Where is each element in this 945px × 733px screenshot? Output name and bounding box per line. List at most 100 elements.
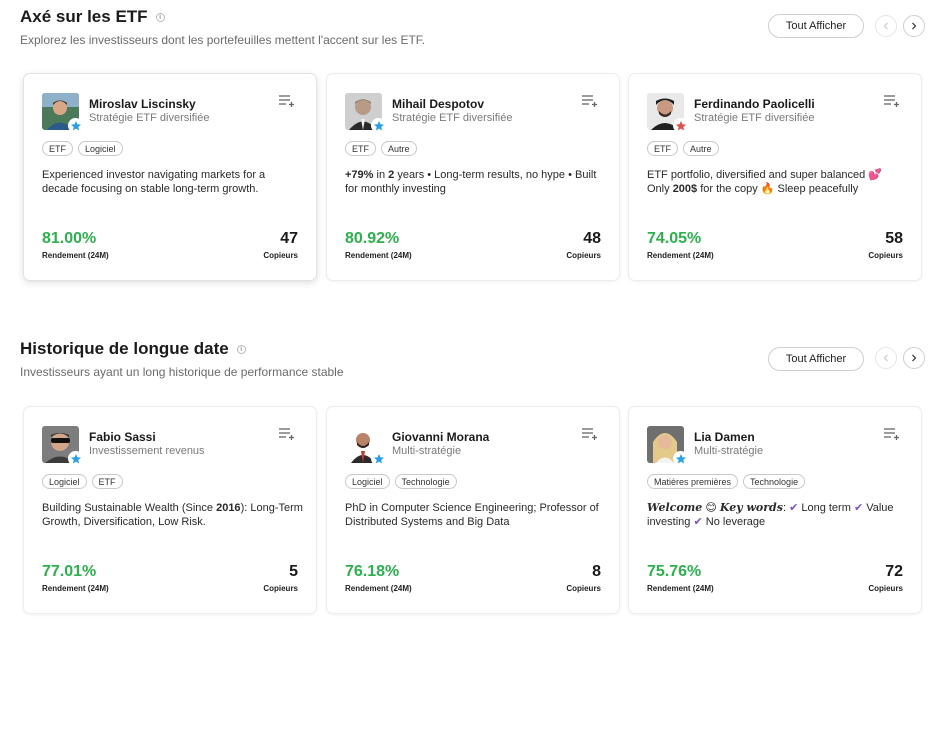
tag[interactable]: ETF xyxy=(42,141,73,156)
investor-name[interactable]: Fabio Sassi xyxy=(89,430,156,444)
blue-star-icon xyxy=(675,453,687,465)
tag[interactable]: Technologie xyxy=(743,474,806,489)
show-all-button[interactable]: Tout Afficher xyxy=(768,14,864,38)
show-all-button[interactable]: Tout Afficher xyxy=(768,347,864,371)
info-icon[interactable]: i xyxy=(236,344,246,354)
star-badge xyxy=(68,451,83,466)
copiers-label: Copieurs xyxy=(263,251,298,260)
investor-card[interactable]: Mihail Despotov Stratégie ETF diversifié… xyxy=(327,74,619,280)
investor-name[interactable]: Miroslav Liscinsky xyxy=(89,97,196,111)
avatar xyxy=(647,426,684,463)
blue-star-icon xyxy=(373,120,385,132)
next-arrow-button[interactable] xyxy=(903,15,925,37)
chevron-left-icon xyxy=(883,354,888,362)
tag-list: Matières premières Technologie xyxy=(647,474,806,489)
section-title-text: Historique de longue date xyxy=(20,339,229,358)
investor-description: PhD in Computer Science Engineering; Pro… xyxy=(345,502,599,528)
copiers-count: 48 xyxy=(583,230,601,247)
add-to-list-icon[interactable] xyxy=(581,94,599,108)
copiers-label: Copieurs xyxy=(566,584,601,593)
prev-arrow-button[interactable] xyxy=(875,347,897,369)
copiers-label: Copieurs xyxy=(868,251,903,260)
add-to-list-icon[interactable] xyxy=(278,94,296,108)
tag[interactable]: Technologie xyxy=(394,474,457,489)
copiers-label: Copieurs xyxy=(566,251,601,260)
tag-list: ETF Logiciel xyxy=(42,141,123,156)
tag[interactable]: Matières premières xyxy=(647,474,739,489)
star-badge xyxy=(673,451,688,466)
tag-list: ETF Autre xyxy=(647,141,719,156)
tag[interactable]: ETF xyxy=(91,474,123,489)
copiers-count: 58 xyxy=(885,230,903,247)
return-value: 75.76% xyxy=(647,563,702,580)
star-badge xyxy=(673,118,688,133)
return-value: 80.92% xyxy=(345,230,400,247)
copiers-count: 5 xyxy=(289,563,298,580)
investor-card[interactable]: Lia Damen Multi-stratégie Matières premi… xyxy=(629,407,921,613)
tag[interactable]: ETF xyxy=(647,141,678,156)
return-value: 77.01% xyxy=(42,563,97,580)
tag[interactable]: Logiciel xyxy=(78,141,123,156)
tag-list: Logiciel ETF xyxy=(42,474,123,489)
tag-list: Logiciel Technologie xyxy=(345,474,457,489)
investor-strategy: Multi-stratégie xyxy=(392,445,462,457)
return-label: Rendement (24M) xyxy=(647,584,714,593)
chevron-right-icon xyxy=(912,354,917,362)
add-to-list-icon[interactable] xyxy=(883,427,901,441)
add-to-list-icon[interactable] xyxy=(581,427,599,441)
chevron-right-icon xyxy=(912,22,917,30)
tag[interactable]: Autre xyxy=(381,141,417,156)
investor-card[interactable]: Giovanni Morana Multi-stratégie Logiciel… xyxy=(327,407,619,613)
copiers-label: Copieurs xyxy=(263,584,298,593)
chevron-left-icon xyxy=(883,22,888,30)
blue-star-icon xyxy=(70,120,82,132)
investor-description: +79% in 2 years • Long-term results, no … xyxy=(345,169,597,195)
return-label: Rendement (24M) xyxy=(345,251,412,260)
tag-list: ETF Autre xyxy=(345,141,417,156)
investor-card[interactable]: Ferdinando Paolicelli Stratégie ETF dive… xyxy=(629,74,921,280)
section-title: Axé sur les ETF i xyxy=(20,7,165,27)
tag[interactable]: Autre xyxy=(683,141,719,156)
section-subtitle: Explorez les investisseurs dont les port… xyxy=(20,33,426,47)
investor-name[interactable]: Lia Damen xyxy=(694,430,755,444)
investor-name[interactable]: Mihail Despotov xyxy=(392,97,485,111)
investor-strategy: Stratégie ETF diversifiée xyxy=(89,112,210,124)
return-value: 81.00% xyxy=(42,230,97,247)
tag[interactable]: Logiciel xyxy=(42,474,87,489)
add-to-list-icon[interactable] xyxy=(883,94,901,108)
star-badge xyxy=(371,451,386,466)
investor-strategy: Investissement revenus xyxy=(89,445,205,457)
avatar xyxy=(345,426,382,463)
section-title-text: Axé sur les ETF xyxy=(20,7,148,26)
return-label: Rendement (24M) xyxy=(42,251,109,260)
investor-name[interactable]: Giovanni Morana xyxy=(392,430,490,444)
investor-strategy: Multi-stratégie xyxy=(694,445,764,457)
next-arrow-button[interactable] xyxy=(903,347,925,369)
prev-arrow-button[interactable] xyxy=(875,15,897,37)
investor-description: Experienced investor navigating markets … xyxy=(42,169,266,195)
investor-description: Building Sustainable Wealth (Since 2016)… xyxy=(42,502,303,528)
copiers-count: 8 xyxy=(592,563,601,580)
investor-card[interactable]: Miroslav Liscinsky Stratégie ETF diversi… xyxy=(24,74,316,280)
blue-star-icon xyxy=(70,453,82,465)
add-to-list-icon[interactable] xyxy=(278,427,296,441)
return-label: Rendement (24M) xyxy=(647,251,714,260)
investor-description: Welcome 😊 Key words: ✔ Long term ✔ Value… xyxy=(647,501,894,528)
section-title: Historique de longue date i xyxy=(20,339,246,359)
tag[interactable]: Logiciel xyxy=(345,474,390,489)
tag[interactable]: ETF xyxy=(345,141,376,156)
info-icon[interactable]: i xyxy=(155,12,165,22)
investor-strategy: Stratégie ETF diversifiée xyxy=(694,112,815,124)
copiers-count: 47 xyxy=(280,230,298,247)
copiers-count: 72 xyxy=(885,563,903,580)
return-value: 74.05% xyxy=(647,230,702,247)
investor-name[interactable]: Ferdinando Paolicelli xyxy=(694,97,815,111)
star-badge xyxy=(371,118,386,133)
star-badge xyxy=(68,118,83,133)
section-subtitle: Investisseurs ayant un long historique d… xyxy=(20,365,344,379)
check-icon: ✔ xyxy=(853,502,864,514)
check-icon: ✔ xyxy=(693,516,703,528)
blue-star-icon xyxy=(373,453,385,465)
check-icon: ✔ xyxy=(789,502,799,514)
investor-card[interactable]: Fabio Sassi Investissement revenus Logic… xyxy=(24,407,316,613)
